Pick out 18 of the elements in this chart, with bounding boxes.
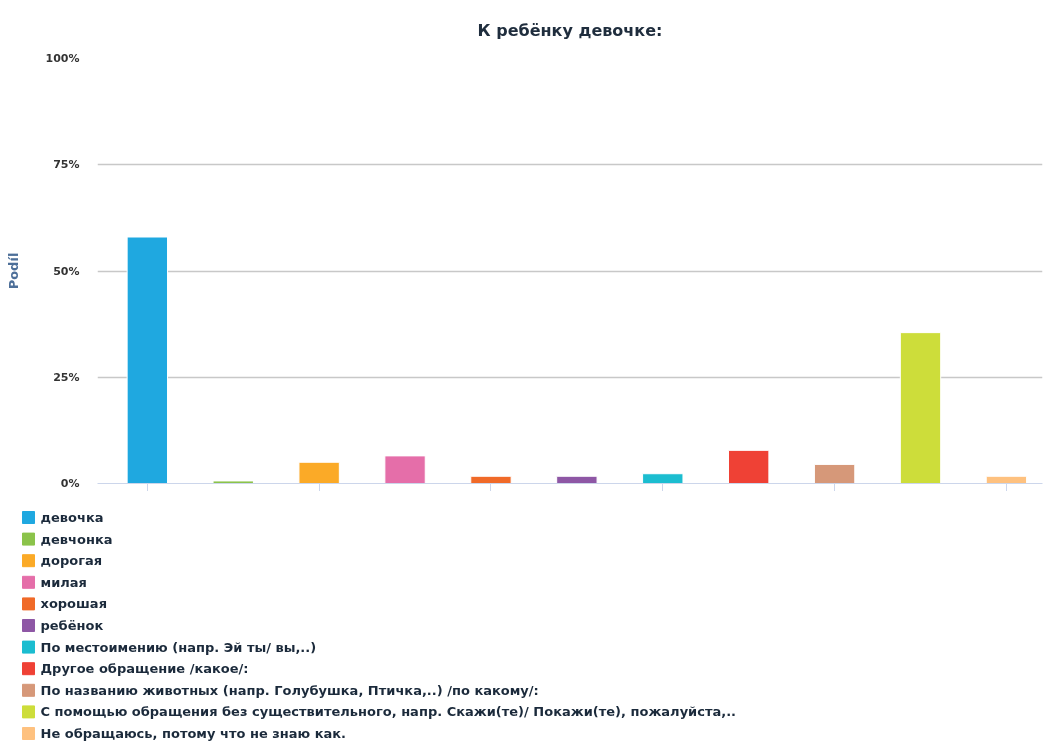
legend-label: девочка (40, 510, 104, 525)
legend-label: ребёнок (40, 618, 104, 633)
y-tick-label: 0% (60, 477, 80, 490)
y-tick-label: 25% (53, 370, 80, 384)
legend-label: Не обращаюсь, потому что не знаю как. (40, 726, 347, 741)
legend-label: дорогая (40, 553, 103, 569)
legend-label: По названию животных (напр. Голубушка, Птичка,..) /по какому/: (40, 682, 539, 698)
legend-label: По местоимению (напр. Эй ты/ вы,..) (40, 639, 317, 655)
y-tick-label: 50% (53, 264, 80, 278)
legend-label: С помощью обращения без существительного, напр. Скажи(те)/ Покажи(те), пожалуйста,.. (40, 704, 737, 720)
y-tick-label: 100% (45, 52, 80, 65)
y-tick-label: 75% (53, 158, 80, 172)
y-axis-title: Podíl (5, 252, 21, 290)
legend-label: девчонка (40, 531, 113, 547)
legend-label: хорошая (40, 596, 107, 612)
legend-label: Другое обращение /какое/: (40, 661, 249, 677)
legend-label: милая (40, 574, 87, 590)
chart-title: К ребёнку девочке: (477, 21, 663, 40)
